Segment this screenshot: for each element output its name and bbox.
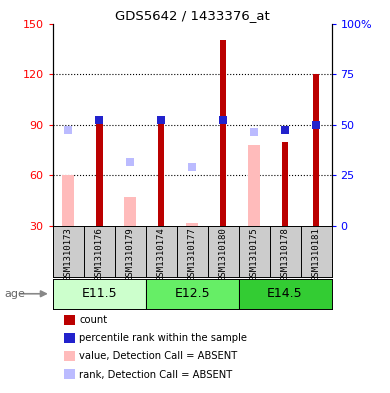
Bar (186, 222, 198, 226)
Text: GSM1310177: GSM1310177 (188, 228, 197, 281)
Bar (239, 279, 332, 309)
Title: GDS5642 / 1433376_at: GDS5642 / 1433376_at (115, 9, 269, 22)
Bar (158, 116, 165, 226)
Text: count: count (79, 315, 107, 325)
Text: E12.5: E12.5 (174, 287, 210, 300)
Bar (248, 145, 260, 226)
Text: GSM1310173: GSM1310173 (64, 228, 73, 281)
Bar (124, 197, 136, 226)
Text: GSM1310181: GSM1310181 (312, 228, 321, 281)
Text: GSM1310175: GSM1310175 (250, 228, 259, 281)
Bar (53, 279, 145, 309)
Text: GSM1310178: GSM1310178 (280, 228, 289, 281)
Text: age: age (4, 289, 25, 299)
Text: GSM1310174: GSM1310174 (157, 228, 166, 281)
Bar (96, 116, 103, 226)
Text: E11.5: E11.5 (81, 287, 117, 300)
Bar (313, 74, 319, 226)
Bar (282, 141, 289, 226)
Text: value, Detection Call = ABSENT: value, Detection Call = ABSENT (79, 351, 238, 362)
Text: GSM1310176: GSM1310176 (95, 228, 104, 281)
Text: GSM1310179: GSM1310179 (126, 228, 135, 281)
Bar (62, 175, 74, 226)
Bar (145, 279, 239, 309)
Text: rank, Detection Call = ABSENT: rank, Detection Call = ABSENT (79, 369, 232, 380)
Text: GSM1310180: GSM1310180 (218, 228, 227, 281)
Text: E14.5: E14.5 (267, 287, 303, 300)
Bar (220, 40, 227, 226)
Text: percentile rank within the sample: percentile rank within the sample (79, 333, 247, 343)
